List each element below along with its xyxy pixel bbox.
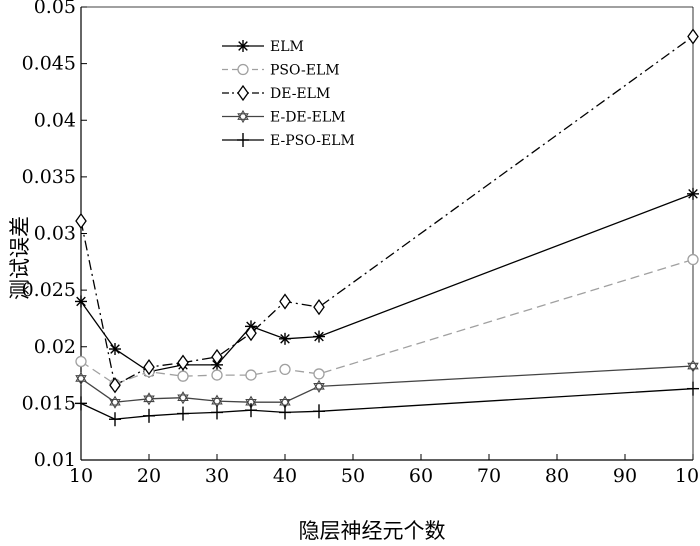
series-line-e-pso-elm bbox=[80, 388, 694, 420]
series-e-pso-elm bbox=[75, 381, 699, 427]
legend: ELM PSO-ELM DE-ELM E-DE-ELM E-PSO-ELM bbox=[222, 39, 355, 149]
data-point-e-pso-elm bbox=[313, 404, 325, 419]
legend-label: ELM bbox=[270, 39, 304, 55]
x-tick-label: 90 bbox=[613, 465, 637, 487]
legend-marker-elm bbox=[237, 40, 249, 52]
legend-label: DE-ELM bbox=[270, 86, 330, 102]
data-point-de-elm bbox=[109, 377, 121, 394]
data-point-elm bbox=[109, 343, 121, 356]
data-point-e-de-elm bbox=[177, 391, 189, 405]
series-layer bbox=[75, 28, 699, 427]
data-point-pso-elm bbox=[313, 368, 325, 380]
data-point-e-de-elm bbox=[279, 395, 291, 409]
y-tick-label: 0.045 bbox=[22, 53, 76, 75]
x-tick-label: 80 bbox=[545, 465, 569, 487]
data-point-e-de-elm bbox=[211, 394, 223, 408]
legend-marker-e-de-elm bbox=[237, 109, 249, 124]
y-tick-label: 0.015 bbox=[22, 392, 76, 414]
x-tick-label: 40 bbox=[273, 465, 297, 487]
data-point-de-elm bbox=[75, 212, 87, 230]
data-point-de-elm bbox=[143, 359, 155, 376]
x-tick-label: 20 bbox=[137, 465, 161, 487]
legend-item-e-pso-elm: E-PSO-ELM bbox=[222, 133, 355, 149]
data-point-pso-elm bbox=[75, 355, 87, 368]
data-point-e-de-elm bbox=[313, 379, 325, 393]
y-tick-label: 0.035 bbox=[22, 166, 76, 188]
data-point-e-pso-elm bbox=[687, 381, 699, 396]
data-point-de-elm bbox=[279, 293, 291, 310]
x-tick-label: 60 bbox=[409, 465, 433, 487]
data-point-e-pso-elm bbox=[245, 403, 257, 418]
data-point-pso-elm bbox=[245, 369, 257, 381]
x-tick-label: 70 bbox=[477, 465, 501, 487]
series-line-de-elm bbox=[80, 35, 694, 387]
y-tick-label: 0.05 bbox=[34, 0, 76, 18]
x-tick-label: 10 bbox=[69, 465, 93, 487]
series-de-elm bbox=[75, 28, 699, 394]
data-point-e-de-elm bbox=[75, 371, 87, 386]
y-tick-label: 0.025 bbox=[22, 279, 76, 301]
series-pso-elm bbox=[75, 253, 699, 390]
x-tick-label: 30 bbox=[205, 465, 229, 487]
legend-marker-de-elm bbox=[237, 84, 249, 102]
data-point-de-elm bbox=[177, 354, 189, 371]
data-point-elm bbox=[687, 187, 699, 200]
series-line-pso-elm bbox=[80, 258, 694, 385]
data-point-elm bbox=[75, 295, 87, 308]
data-point-e-pso-elm bbox=[109, 412, 121, 427]
y-tick-label: 0.03 bbox=[34, 223, 76, 245]
legend-item-pso-elm: PSO-ELM bbox=[222, 63, 340, 79]
data-point-elm bbox=[313, 330, 325, 343]
data-point-e-de-elm bbox=[687, 359, 699, 373]
data-point-pso-elm bbox=[279, 363, 291, 376]
legend-label: E-DE-ELM bbox=[270, 110, 346, 126]
x-axis-label: 隐层神经元个数 bbox=[299, 519, 446, 543]
legend-label: PSO-ELM bbox=[270, 63, 340, 79]
plot-frame bbox=[80, 6, 694, 461]
x-axis: 10 20 30 40 50 60 70 80 90 100 bbox=[69, 454, 700, 487]
y-axis: 0.01 0.015 0.02 0.025 0.03 0.035 0.04 0.045 0.05 bbox=[22, 0, 87, 471]
legend-marker-pso-elm bbox=[237, 63, 249, 76]
series-e-de-elm bbox=[75, 359, 699, 409]
data-point-de-elm bbox=[313, 298, 325, 316]
y-tick-label: 0.04 bbox=[34, 109, 76, 131]
y-axis-label: 测试误差 bbox=[8, 216, 32, 300]
data-point-e-pso-elm bbox=[279, 405, 291, 420]
x-tick-label: 100 bbox=[675, 465, 700, 487]
legend-marker-e-pso-elm bbox=[237, 133, 249, 147]
data-point-pso-elm bbox=[177, 370, 189, 382]
y-tick-label: 0.02 bbox=[34, 336, 76, 358]
data-point-e-de-elm bbox=[109, 395, 121, 409]
data-point-e-pso-elm bbox=[211, 405, 223, 420]
series-elm bbox=[75, 187, 699, 378]
legend-item-e-de-elm: E-DE-ELM bbox=[222, 110, 346, 126]
data-point-e-pso-elm bbox=[177, 406, 189, 421]
y-tick-label: 0.01 bbox=[34, 449, 76, 471]
legend-label: E-PSO-ELM bbox=[270, 133, 355, 149]
x-tick-label: 50 bbox=[341, 465, 365, 487]
series-line-elm bbox=[80, 193, 694, 373]
data-point-pso-elm bbox=[211, 369, 223, 381]
data-point-elm bbox=[279, 332, 291, 345]
data-point-de-elm bbox=[211, 348, 223, 366]
data-point-e-de-elm bbox=[143, 392, 155, 406]
data-point-de-elm bbox=[687, 28, 699, 45]
series-line-e-de-elm bbox=[80, 365, 694, 403]
legend-item-elm: ELM bbox=[222, 39, 304, 55]
legend-item-de-elm: DE-ELM bbox=[222, 84, 330, 102]
data-point-e-pso-elm bbox=[75, 396, 87, 411]
data-point-pso-elm bbox=[687, 253, 699, 266]
data-point-de-elm bbox=[245, 325, 257, 342]
data-point-e-pso-elm bbox=[143, 408, 155, 423]
